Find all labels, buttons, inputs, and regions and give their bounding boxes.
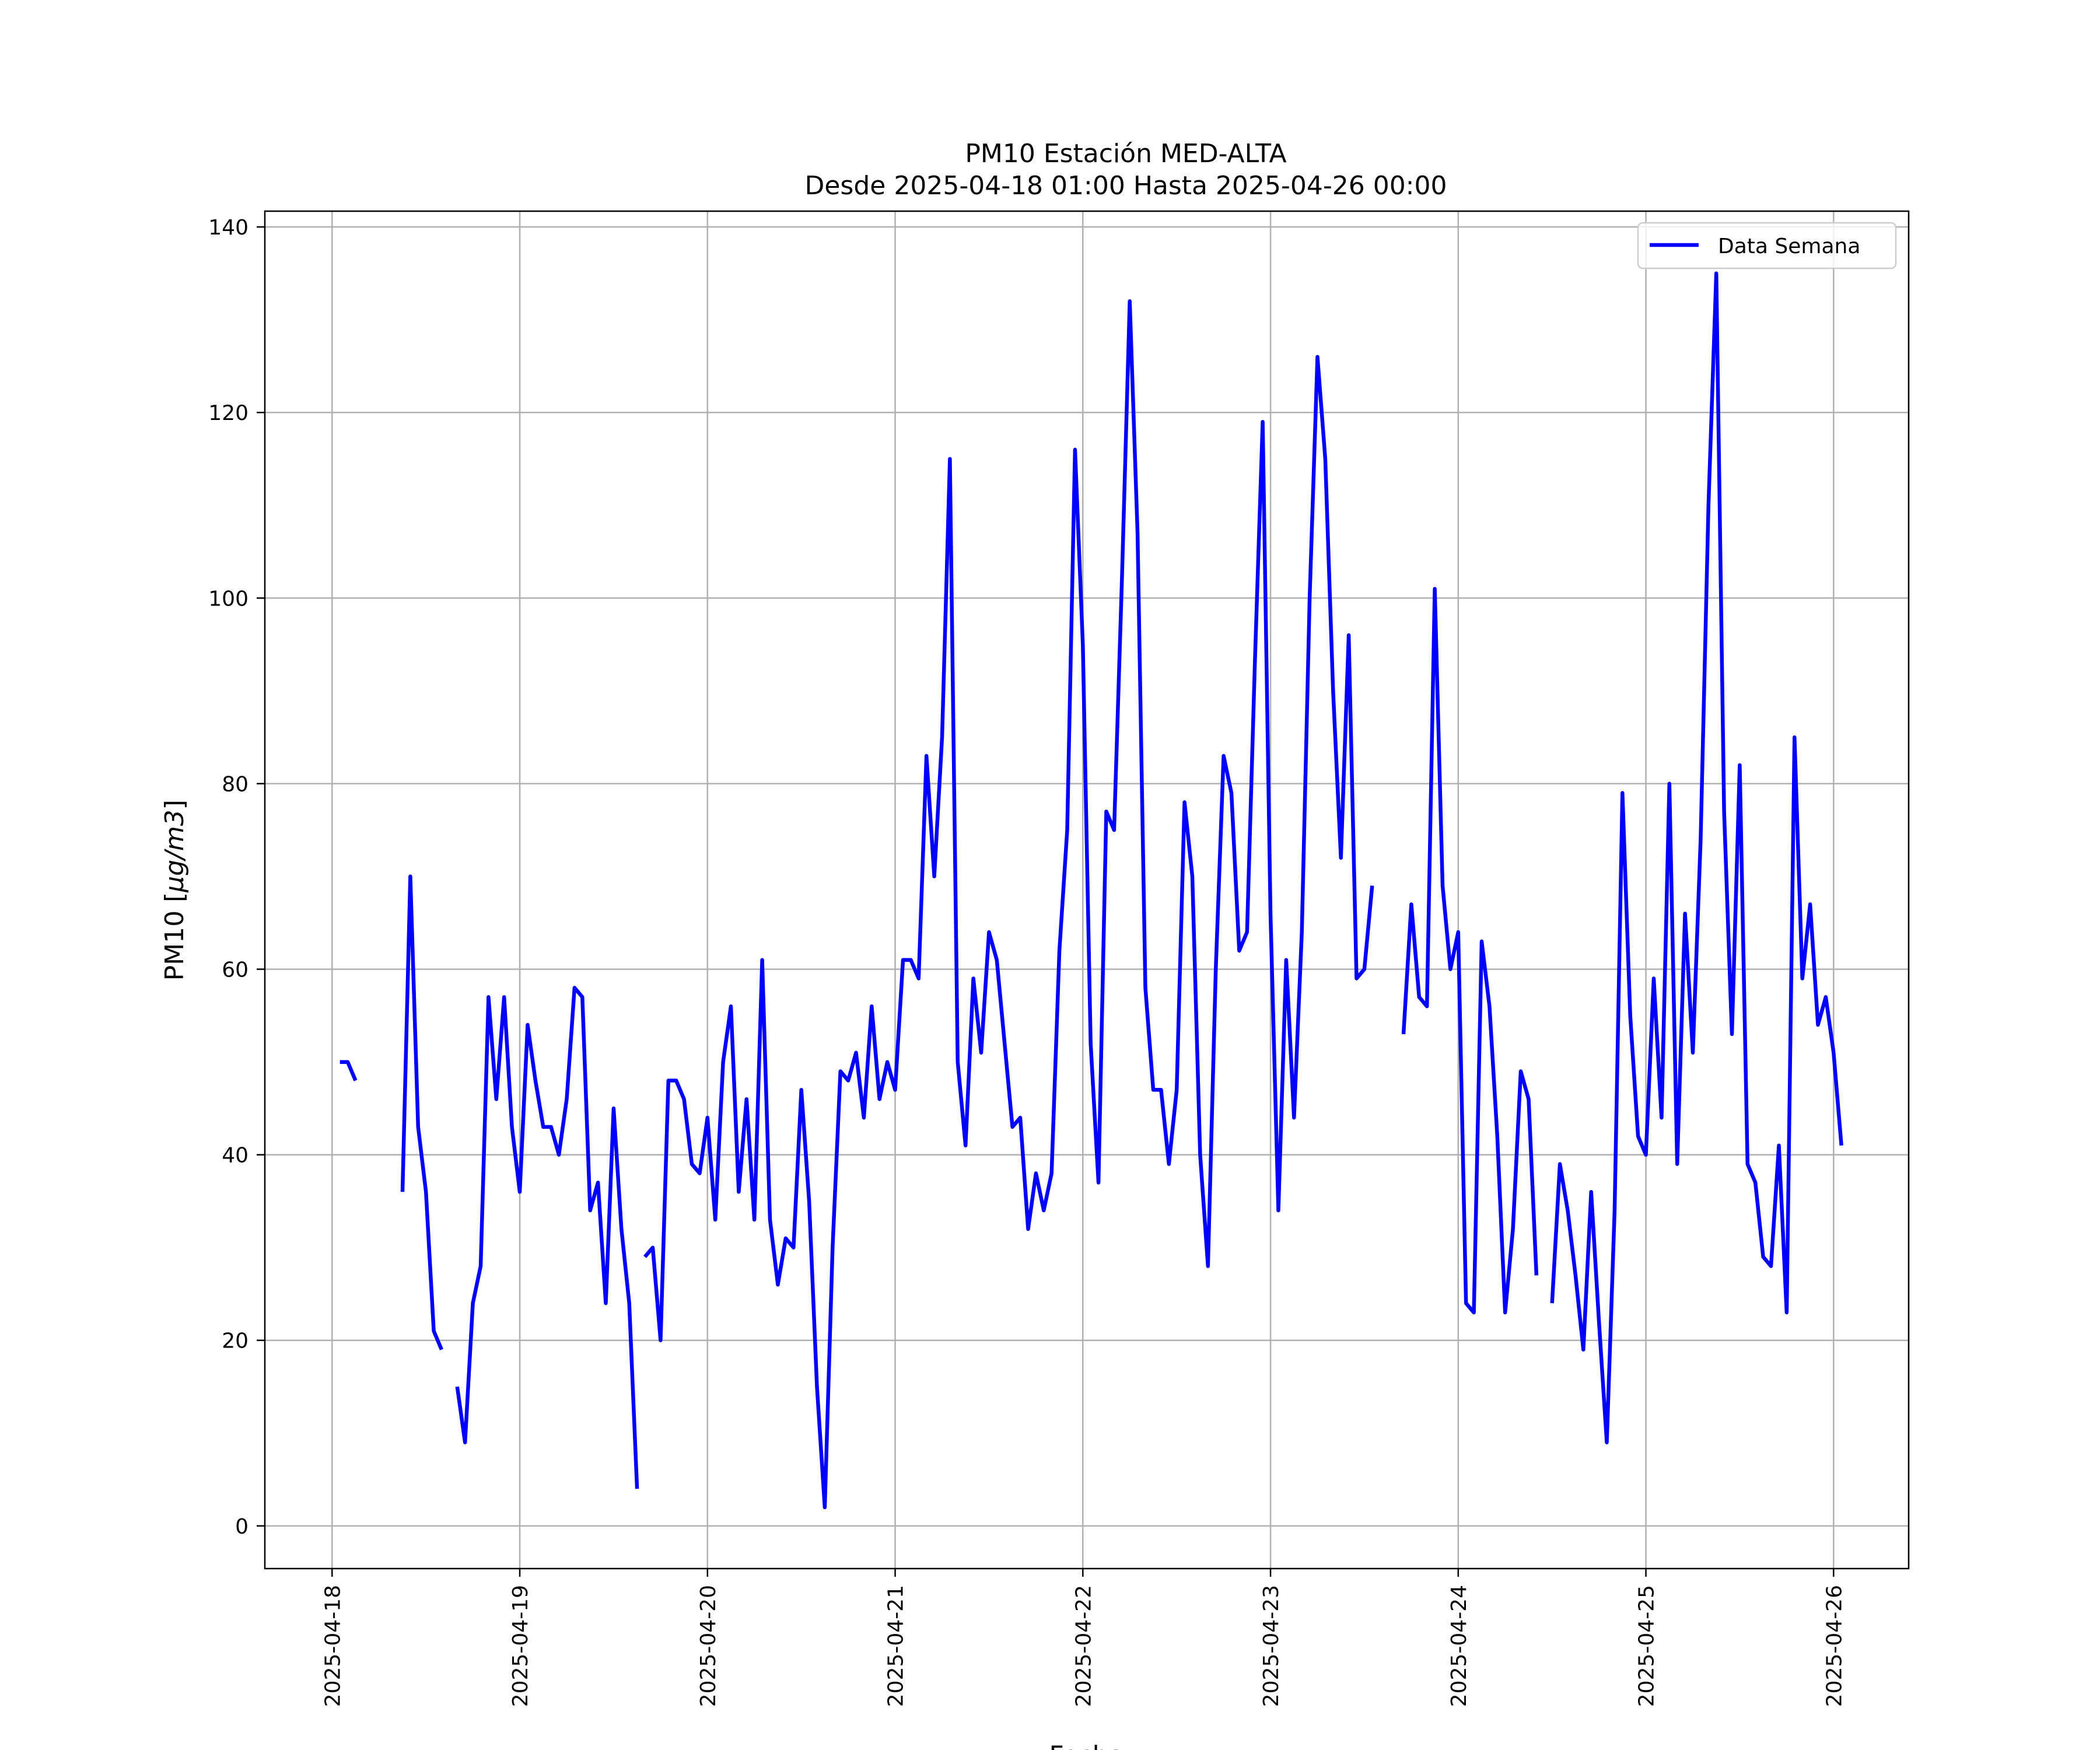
series-line-segment xyxy=(455,986,639,1489)
legend-label: Data Semana xyxy=(1718,235,1860,258)
x-tick-label: 2025-04-25 xyxy=(1635,1585,1659,1707)
y-tick-label: 120 xyxy=(208,401,249,425)
x-tick-label: 2025-04-24 xyxy=(1447,1585,1471,1707)
legend: Data Semana xyxy=(1637,222,1897,270)
legend-box xyxy=(1637,222,1897,270)
x-tick-label: 2025-04-20 xyxy=(696,1585,720,1707)
y-tick-label: 140 xyxy=(208,216,249,240)
y-tick-label: 60 xyxy=(222,958,249,982)
x-tick-label: 2025-04-22 xyxy=(1072,1585,1096,1707)
x-tick-label: 2025-04-26 xyxy=(1822,1585,1846,1707)
series-line-segment xyxy=(643,299,1374,1510)
y-tick-label: 100 xyxy=(208,587,249,611)
chart-title: PM10 Estación MED-ALTA xyxy=(965,139,1286,169)
y-tick-label: 20 xyxy=(222,1329,249,1353)
series-line-segment xyxy=(1550,271,1843,1444)
y-tick-label: 40 xyxy=(222,1144,249,1168)
y-axis-label: PM10 [μg/m3] xyxy=(160,800,190,981)
axis-ticks: 0 20 40 60 80 100 120 140 2025-04-18 2025-04-19 20… xyxy=(208,216,1846,1707)
x-tick-label: 2025-04-18 xyxy=(321,1585,345,1707)
chart-subtitle: Desde 2025-04-18 01:00 Hasta 2025-04-26 … xyxy=(804,171,1447,201)
y-tick-label: 0 xyxy=(235,1515,249,1539)
x-tick-label: 2025-04-21 xyxy=(884,1585,908,1707)
y-tick-label: 80 xyxy=(222,772,249,796)
plot-frame xyxy=(264,210,1910,1570)
series-line-segment xyxy=(400,874,443,1350)
x-axis-label: Fecha xyxy=(1049,1741,1124,1750)
x-tick-label: 2025-04-19 xyxy=(509,1585,533,1707)
series-line-segment xyxy=(340,1060,358,1082)
data-series-layer xyxy=(340,271,1843,1510)
x-tick-label: 2025-04-23 xyxy=(1259,1585,1283,1707)
series-line-segment xyxy=(1401,587,1539,1315)
